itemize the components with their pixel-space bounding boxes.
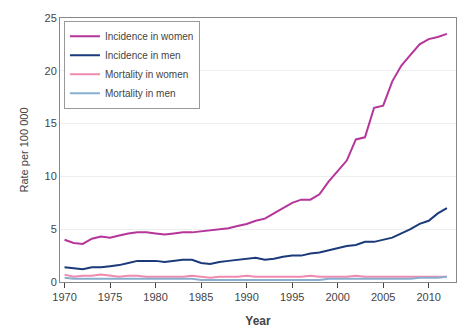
svg-text:Mortality in men: Mortality in men <box>105 88 176 99</box>
svg-text:1985: 1985 <box>189 291 213 303</box>
svg-text:2000: 2000 <box>325 291 349 303</box>
svg-text:25: 25 <box>45 12 57 24</box>
svg-text:20: 20 <box>45 65 57 77</box>
svg-text:Year: Year <box>245 314 271 328</box>
svg-text:5: 5 <box>51 223 57 235</box>
svg-text:2010: 2010 <box>416 291 440 303</box>
svg-text:1975: 1975 <box>98 291 122 303</box>
svg-text:Rate per 100 000: Rate per 100 000 <box>18 107 30 192</box>
svg-text:1970: 1970 <box>52 291 76 303</box>
svg-text:15: 15 <box>45 117 57 129</box>
svg-text:0: 0 <box>51 276 57 288</box>
svg-text:Incidence in men: Incidence in men <box>105 50 181 61</box>
svg-text:2005: 2005 <box>371 291 395 303</box>
svg-text:Incidence in women: Incidence in women <box>105 31 193 42</box>
svg-text:1995: 1995 <box>280 291 304 303</box>
svg-text:1990: 1990 <box>234 291 258 303</box>
svg-text:10: 10 <box>45 170 57 182</box>
svg-text:1980: 1980 <box>143 291 167 303</box>
svg-text:Mortality in women: Mortality in women <box>105 69 188 80</box>
